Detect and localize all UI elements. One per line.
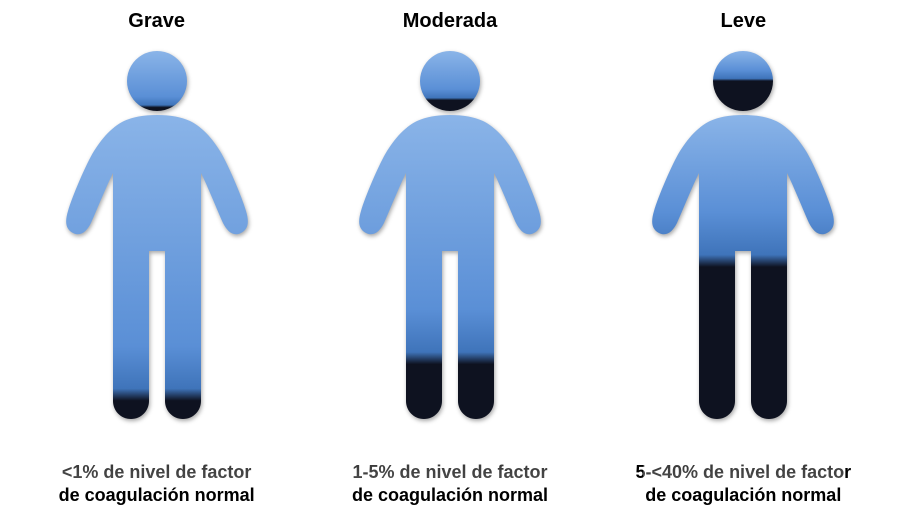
caption-line-2: de coagulación normal (645, 485, 841, 505)
reflection (643, 419, 843, 479)
caption-line-2: de coagulación normal (352, 485, 548, 505)
panel-moderada: Moderada 1-5% de nivel de factor de coag… (310, 10, 590, 506)
infographic-stage: Grave <1% de nivel de factor de coagulac… (0, 0, 900, 530)
person-figure (643, 39, 843, 459)
panel-leve: Leve 5-<40% de nivel de factor de coagul… (603, 10, 883, 506)
person-icon (57, 39, 257, 419)
person-figure (57, 39, 257, 459)
panel-grave: Grave <1% de nivel de factor de coagulac… (17, 10, 297, 506)
person-icon (350, 39, 550, 419)
reflection (57, 419, 257, 479)
panel-title: Moderada (403, 10, 497, 33)
reflection (350, 419, 550, 479)
panel-title: Leve (721, 10, 767, 33)
caption-line-2: de coagulación normal (59, 485, 255, 505)
person-icon (643, 39, 843, 419)
person-figure (350, 39, 550, 459)
panel-title: Grave (128, 10, 185, 33)
